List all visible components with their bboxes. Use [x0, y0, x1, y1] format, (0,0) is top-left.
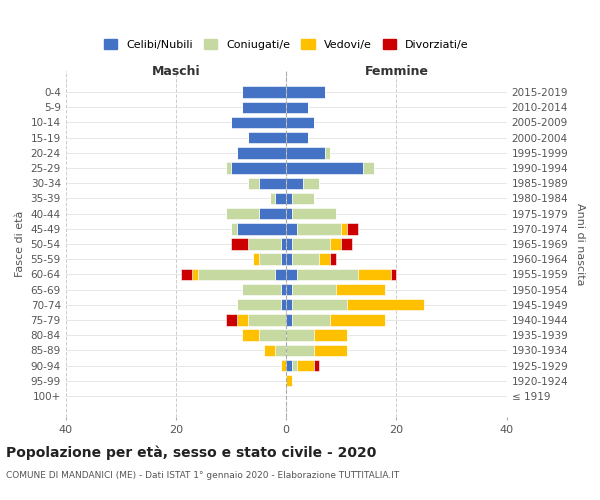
Bar — [231, 162, 286, 173]
Bar — [331, 254, 336, 265]
Bar — [236, 147, 286, 158]
Bar — [181, 268, 193, 280]
Bar — [259, 254, 281, 265]
Bar — [286, 223, 297, 234]
Text: Maschi: Maschi — [152, 66, 200, 78]
Bar — [292, 192, 314, 204]
Bar — [286, 330, 314, 341]
Bar — [275, 192, 286, 204]
Bar — [286, 117, 314, 128]
Bar — [248, 238, 281, 250]
Legend: Celibi/Nubili, Coniugati/e, Vedovi/e, Divorziati/e: Celibi/Nubili, Coniugati/e, Vedovi/e, Di… — [100, 34, 473, 54]
Bar — [341, 223, 347, 234]
Bar — [248, 132, 286, 143]
Y-axis label: Anni di nascita: Anni di nascita — [575, 203, 585, 285]
Bar — [226, 208, 259, 220]
Y-axis label: Fasce di età: Fasce di età — [15, 211, 25, 277]
Bar — [391, 268, 397, 280]
Bar — [292, 208, 336, 220]
Bar — [286, 178, 303, 189]
Bar — [281, 299, 286, 310]
Bar — [286, 360, 292, 371]
Bar — [286, 132, 308, 143]
Bar — [325, 147, 331, 158]
Bar — [242, 330, 259, 341]
Bar — [231, 223, 236, 234]
Bar — [364, 162, 374, 173]
Bar — [248, 178, 259, 189]
Text: Popolazione per età, sesso e stato civile - 2020: Popolazione per età, sesso e stato civil… — [6, 446, 376, 460]
Bar — [236, 223, 286, 234]
Bar — [286, 208, 292, 220]
Bar — [331, 238, 341, 250]
Bar — [336, 284, 385, 296]
Bar — [236, 314, 248, 326]
Bar — [347, 299, 424, 310]
Bar — [286, 299, 292, 310]
Bar — [331, 314, 385, 326]
Bar — [286, 314, 292, 326]
Bar — [297, 223, 341, 234]
Bar — [242, 86, 286, 98]
Bar — [286, 102, 308, 113]
Bar — [198, 268, 275, 280]
Bar — [286, 147, 325, 158]
Bar — [297, 360, 314, 371]
Bar — [281, 238, 286, 250]
Bar — [286, 86, 325, 98]
Bar — [253, 254, 259, 265]
Bar — [286, 192, 292, 204]
Bar — [286, 162, 364, 173]
Bar — [281, 254, 286, 265]
Bar — [292, 238, 331, 250]
Bar — [264, 344, 275, 356]
Bar — [341, 238, 352, 250]
Bar — [242, 284, 281, 296]
Bar — [281, 284, 286, 296]
Bar — [314, 344, 347, 356]
Bar — [292, 254, 319, 265]
Bar — [281, 360, 286, 371]
Bar — [358, 268, 391, 280]
Bar — [319, 254, 331, 265]
Text: Femmine: Femmine — [364, 66, 428, 78]
Bar — [236, 299, 281, 310]
Text: COMUNE DI MANDANICI (ME) - Dati ISTAT 1° gennaio 2020 - Elaborazione TUTTITALIA.: COMUNE DI MANDANICI (ME) - Dati ISTAT 1°… — [6, 470, 399, 480]
Bar — [193, 268, 198, 280]
Bar — [269, 192, 275, 204]
Bar — [242, 102, 286, 113]
Bar — [292, 314, 331, 326]
Bar — [231, 117, 286, 128]
Bar — [259, 208, 286, 220]
Bar — [248, 314, 286, 326]
Bar — [259, 178, 286, 189]
Bar — [347, 223, 358, 234]
Bar — [286, 375, 292, 386]
Bar — [286, 284, 292, 296]
Bar — [259, 330, 286, 341]
Bar — [226, 162, 231, 173]
Bar — [314, 330, 347, 341]
Bar — [275, 268, 286, 280]
Bar — [292, 299, 347, 310]
Bar — [292, 284, 336, 296]
Bar — [303, 178, 319, 189]
Bar — [286, 344, 314, 356]
Bar — [286, 238, 292, 250]
Bar — [231, 238, 248, 250]
Bar — [292, 360, 297, 371]
Bar — [226, 314, 236, 326]
Bar — [297, 268, 358, 280]
Bar — [286, 254, 292, 265]
Bar — [286, 268, 297, 280]
Bar — [275, 344, 286, 356]
Bar — [314, 360, 319, 371]
